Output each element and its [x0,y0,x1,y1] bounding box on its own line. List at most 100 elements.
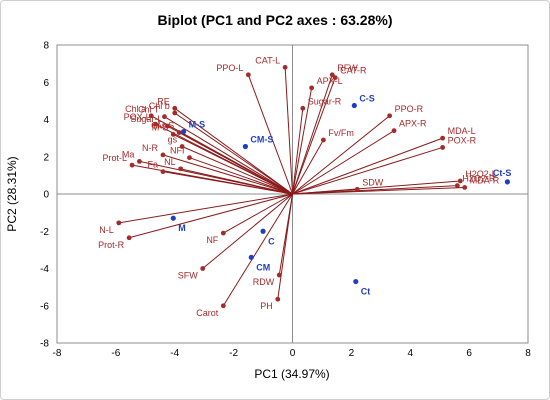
variable-label: APX-L [317,76,343,86]
variable-point [148,113,154,119]
variable-label: Prot-L [103,153,128,163]
x-tick-label: 4 [407,348,413,359]
variable-vector [118,193,293,224]
variable-vector [292,137,443,195]
observation-point [242,143,248,150]
variable-vector [222,193,293,307]
variable-label: MDA-R [470,175,500,185]
y-tick-label: -2 [40,227,49,238]
x-tick-label: 2 [349,348,355,359]
variable-vector [189,157,293,195]
observation-point [504,179,510,185]
axes-group: -8 -6 -4 -2 0 2 4 6 8 -8 -6 -4 -2 0 2 4 6 8 [40,41,531,360]
y-tick-label: 6 [43,78,49,89]
variable-point [162,114,167,120]
variable-point [276,272,282,278]
variable-vector [174,107,293,195]
y-tick-label: 0 [43,190,49,201]
variable-vector [223,193,293,234]
variable-vector [292,146,443,195]
variable-point [457,178,463,184]
observation-label: M-S [189,120,206,130]
variable-point [440,135,446,141]
variable-vector [174,112,293,195]
variable-vector [181,146,293,195]
variable-label: PPO-R [395,104,424,114]
variable-vector [178,132,293,195]
x-tick-label: 6 [466,348,472,359]
variable-point [440,145,446,150]
variable-point [245,72,251,78]
variable-label: H2O2-R [462,174,496,184]
variable-label: NL [164,157,176,167]
variable-label: NF [206,235,218,245]
x-tick-label: 8 [525,348,531,359]
variable-label: POX-L [124,112,151,122]
y-tick-label: -6 [40,301,49,312]
variable-vector [292,108,304,195]
variable-label: H2O2-L [465,169,497,179]
variable-point [137,159,142,164]
y-axis-label: PC2 (28.31%) [5,156,19,231]
variable-point [126,235,132,241]
variable-label: Chl T [138,105,160,115]
variable-point [172,105,178,111]
variable-label: Fa [147,160,158,170]
variable-label: Sugar-R [308,96,342,106]
variable-point [391,128,397,134]
variable-point [187,155,192,161]
variable-point [462,185,468,190]
x-tick-label: -2 [229,348,238,359]
variable-point [300,105,306,111]
variable-vector [292,130,395,195]
observation-label: M [178,223,186,233]
y-tick-label: -8 [40,339,49,350]
variable-vector [162,154,293,195]
variable-vector [180,168,293,195]
variable-vector [292,77,336,195]
variable-vector [128,193,293,239]
observation-point [353,278,359,285]
variable-label: Ma [122,149,135,159]
variable-label: CAT-L [255,55,280,65]
variable-label: N-R [142,143,158,153]
variable-point [170,132,176,137]
variable-point [282,64,288,70]
variable-label: APX-R [399,119,427,129]
variable-label: RE [157,96,170,106]
observation-points: C-S Ct-S Ct M-S CM-S M C CM [170,94,512,297]
observation-point [351,102,357,109]
observation-point [260,228,266,234]
x-tick-label: 0 [290,348,296,359]
variable-point [220,303,226,309]
variable-point [160,169,166,175]
observation-point [248,254,254,260]
variable-vector [292,188,358,195]
variable-vector [173,133,293,195]
observation-label: Ct-S [493,168,512,178]
observation-point [170,215,176,221]
variable-point [160,152,166,158]
variable-label: PH [260,301,273,311]
x-tick-label: -6 [111,348,120,359]
variable-point [116,220,122,226]
variable-label: Sugar-L [130,114,162,124]
variable-point [275,296,281,302]
observation-label: Ct [361,287,371,297]
variable-vector [292,115,390,195]
variable-point [178,166,184,172]
variable-point [129,162,135,168]
variable-label: POX-R [448,135,477,145]
variable-label: Prot-R [98,240,125,250]
variable-point [179,144,185,149]
variable-label: Chl a [125,104,146,114]
variable-point [164,123,170,129]
x-tick-label: -4 [170,348,179,359]
variable-label: gs [168,135,178,145]
observation-label: C-S [359,94,375,104]
variable-label: CAT-R [340,66,367,76]
variable-label: NFI [170,146,185,156]
